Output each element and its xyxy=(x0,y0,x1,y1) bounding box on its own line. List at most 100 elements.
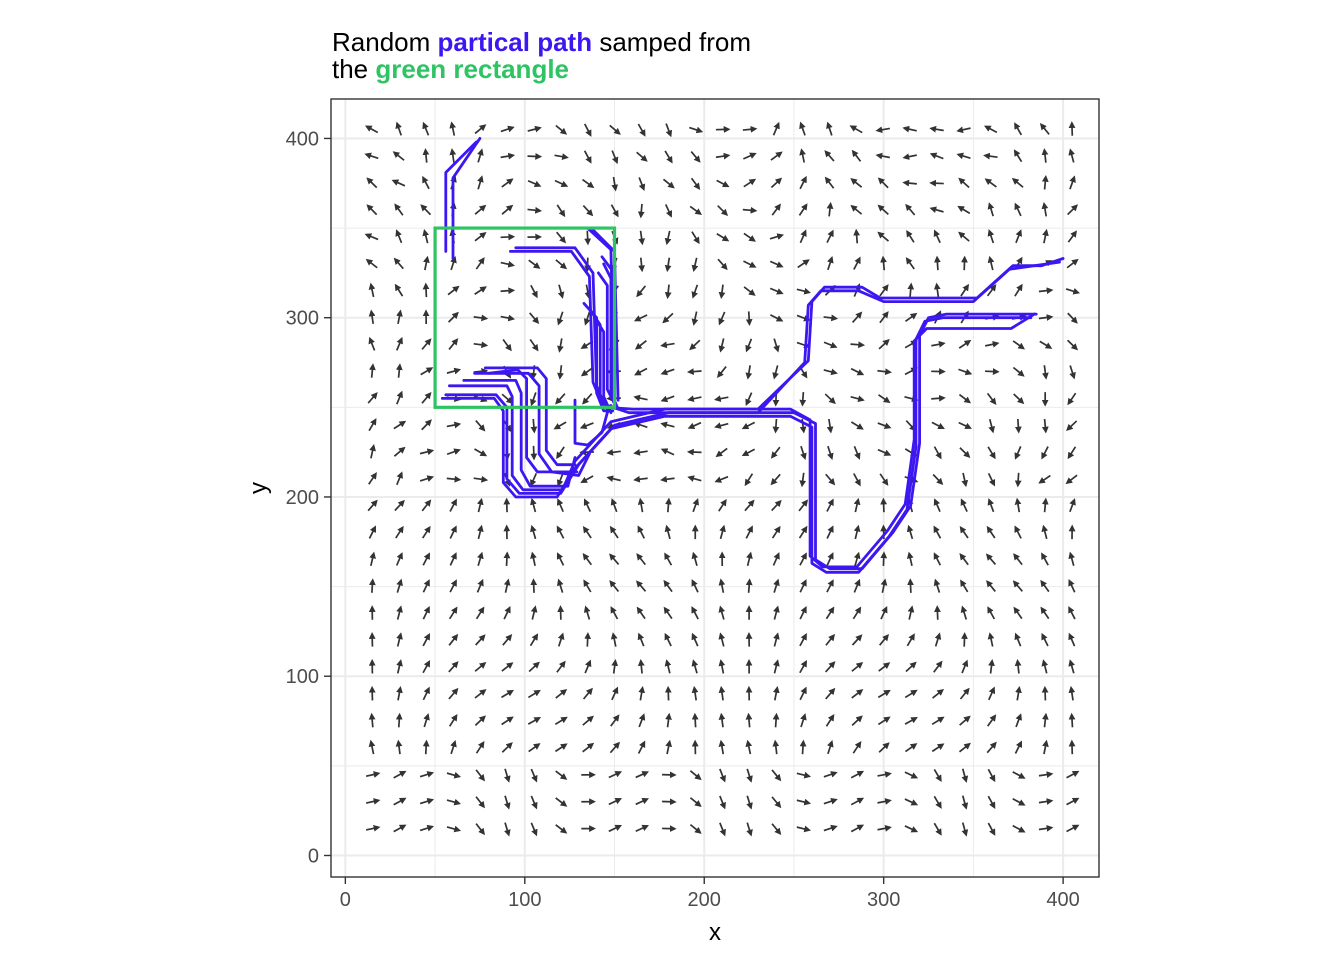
field-arrow xyxy=(937,258,938,271)
field-arrow xyxy=(1015,527,1021,538)
field-arrow xyxy=(933,474,942,483)
field-arrow xyxy=(909,527,913,539)
field-arrow xyxy=(637,152,646,160)
field-arrow xyxy=(932,744,942,751)
field-arrow xyxy=(744,233,754,240)
field-arrow xyxy=(502,744,511,753)
field-arrow xyxy=(583,394,591,403)
field-arrow xyxy=(878,774,890,776)
field-arrow xyxy=(854,474,860,485)
field-arrow xyxy=(694,258,697,270)
field-arrow xyxy=(883,500,884,513)
field-arrow xyxy=(721,688,723,700)
field-arrow xyxy=(856,231,857,244)
field-arrow xyxy=(447,478,459,479)
field-arrow xyxy=(420,451,432,454)
field-arrow xyxy=(905,744,915,751)
field-arrow xyxy=(909,554,912,566)
field-arrow xyxy=(744,449,755,455)
field-arrow xyxy=(1039,828,1051,830)
x-tick-label: 300 xyxy=(867,889,900,911)
field-arrow xyxy=(1044,715,1045,727)
field-arrow xyxy=(883,553,884,566)
field-arrow xyxy=(877,155,889,157)
field-arrow xyxy=(555,718,566,725)
field-arrow xyxy=(959,369,971,373)
field-arrow xyxy=(530,339,537,349)
field-arrow xyxy=(638,555,646,565)
field-arrow xyxy=(772,474,780,483)
field-arrow xyxy=(716,155,728,157)
field-arrow xyxy=(1044,661,1047,673)
field-arrow xyxy=(1014,394,1023,403)
field-arrow xyxy=(668,500,669,513)
field-arrow xyxy=(720,769,725,781)
field-arrow xyxy=(476,636,485,645)
field-arrow xyxy=(935,554,941,565)
title-span: green rectangle xyxy=(375,54,569,84)
field-arrow xyxy=(826,689,834,698)
field-arrow xyxy=(904,183,916,184)
field-arrow xyxy=(1016,231,1021,243)
field-arrow xyxy=(746,527,752,538)
y-tick-label: 100 xyxy=(286,666,319,688)
field-arrow xyxy=(851,397,863,400)
field-arrow xyxy=(931,208,943,211)
field-arrow xyxy=(366,154,378,158)
field-arrow xyxy=(878,801,890,803)
field-arrow xyxy=(638,608,645,618)
field-arrow xyxy=(636,826,647,831)
field-arrow xyxy=(1044,365,1046,377)
field-arrow xyxy=(1015,151,1022,162)
field-arrow xyxy=(452,123,455,135)
field-arrow xyxy=(474,478,486,480)
field-arrow xyxy=(910,285,911,298)
field-arrow xyxy=(987,555,995,564)
field-arrow xyxy=(1013,772,1024,778)
field-arrow xyxy=(667,742,670,754)
field-arrow xyxy=(800,178,806,189)
field-arrow xyxy=(988,769,994,780)
field-arrow xyxy=(824,773,836,777)
field-arrow xyxy=(422,501,430,511)
field-arrow xyxy=(476,421,484,430)
field-arrow xyxy=(774,661,777,673)
field-arrow xyxy=(529,663,538,671)
field-arrow xyxy=(986,180,996,187)
title-span: the xyxy=(332,54,375,84)
field-arrow xyxy=(420,477,432,481)
field-arrow xyxy=(770,235,782,239)
field-arrow xyxy=(636,341,646,349)
field-arrow xyxy=(503,340,510,350)
field-arrow xyxy=(851,799,862,805)
field-arrow xyxy=(746,474,753,485)
field-arrow xyxy=(1045,177,1046,189)
field-arrow xyxy=(505,769,509,781)
field-arrow xyxy=(990,258,993,270)
field-arrow xyxy=(772,205,780,215)
field-arrow xyxy=(501,691,512,697)
field-arrow xyxy=(797,773,809,776)
field-arrow xyxy=(1068,232,1075,242)
field-arrow xyxy=(476,797,484,807)
field-arrow xyxy=(450,716,457,727)
field-arrow xyxy=(584,528,591,538)
field-arrow xyxy=(934,823,940,834)
field-arrow xyxy=(641,204,642,217)
field-arrow xyxy=(1042,635,1048,646)
field-arrow xyxy=(420,773,432,777)
field-arrow xyxy=(394,772,405,778)
field-arrow xyxy=(1015,124,1021,135)
field-arrow xyxy=(989,473,994,484)
field-arrow xyxy=(828,742,832,754)
field-arrow xyxy=(747,393,752,404)
field-arrow xyxy=(582,476,593,482)
field-arrow xyxy=(1069,608,1075,619)
field-arrow xyxy=(426,742,427,755)
field-arrow xyxy=(639,715,644,727)
field-arrow xyxy=(693,285,697,297)
field-arrow xyxy=(398,312,400,324)
field-arrow xyxy=(959,744,969,752)
field-arrow xyxy=(665,151,671,162)
field-arrow xyxy=(1067,772,1078,778)
